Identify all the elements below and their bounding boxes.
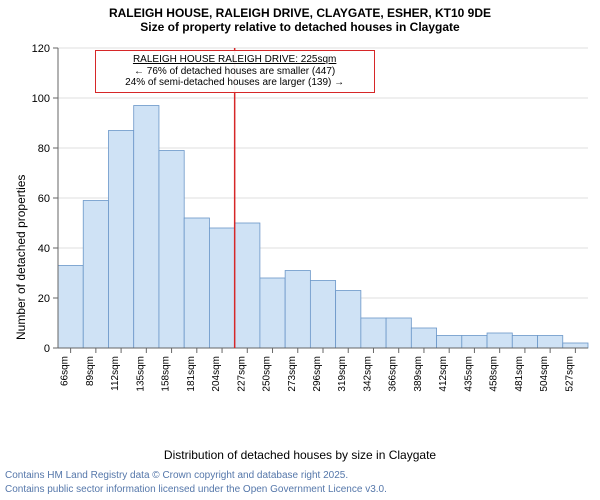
y-tick-label: 0: [44, 343, 50, 355]
x-tick-label: 273sqm: [287, 356, 298, 392]
chart-title-line1: RALEIGH HOUSE, RALEIGH DRIVE, CLAYGATE, …: [0, 6, 600, 20]
x-tick-label: 389sqm: [413, 356, 424, 392]
histogram-bar: [538, 336, 563, 349]
histogram-bar: [184, 218, 209, 348]
y-tick-label: 20: [38, 293, 50, 305]
marker-callout-line: 24% of semi-detached houses are larger (…: [102, 77, 368, 89]
y-tick-label: 40: [38, 243, 50, 255]
histogram-bar: [386, 318, 411, 348]
x-tick-label: 412sqm: [438, 356, 449, 392]
x-tick-label: 366sqm: [388, 356, 399, 392]
x-tick-label: 527sqm: [564, 356, 575, 392]
x-tick-label: 504sqm: [539, 356, 550, 392]
histogram-bar: [462, 336, 487, 349]
x-tick-label: 342sqm: [362, 356, 373, 392]
x-tick-label: 296sqm: [312, 356, 323, 392]
footer-line1: Contains HM Land Registry data © Crown c…: [5, 470, 348, 481]
histogram-bar: [336, 291, 361, 349]
x-tick-label: 135sqm: [135, 356, 146, 392]
x-axis-label: Distribution of detached houses by size …: [0, 448, 600, 462]
y-tick-label: 60: [38, 193, 50, 205]
histogram-bar: [108, 131, 133, 349]
histogram-bar: [260, 278, 285, 348]
histogram-bar: [159, 151, 184, 349]
footer-line2: Contains public sector information licen…: [5, 484, 387, 495]
histogram-bar: [285, 271, 310, 349]
x-tick-label: 319sqm: [337, 356, 348, 392]
histogram-bar: [235, 223, 260, 348]
histogram-plot: 0 20 40 60 80 100 120 66sqm 89sqm 112sqm 135sqm 158…: [0, 40, 600, 410]
y-tick-label: 100: [32, 93, 50, 105]
histogram-bar: [437, 336, 462, 349]
histogram-bar: [487, 333, 512, 348]
histogram-bar: [512, 336, 537, 349]
x-tick-label: 481sqm: [514, 356, 525, 392]
x-tick-label: 89sqm: [85, 356, 96, 386]
marker-callout-line: RALEIGH HOUSE RALEIGH DRIVE: 225sqm: [102, 54, 368, 66]
histogram-bar: [209, 228, 234, 348]
chart-title: RALEIGH HOUSE, RALEIGH DRIVE, CLAYGATE, …: [0, 0, 600, 35]
x-tick-label: 227sqm: [236, 356, 247, 392]
x-tick-label: 435sqm: [463, 356, 474, 392]
x-tick-label: 204sqm: [211, 356, 222, 392]
histogram-bar: [361, 318, 386, 348]
y-tick-label: 120: [32, 43, 50, 55]
y-tick-label: 80: [38, 143, 50, 155]
marker-callout-line: ← 76% of detached houses are smaller (44…: [102, 66, 368, 78]
chart-title-line2: Size of property relative to detached ho…: [0, 20, 600, 34]
histogram-bar: [563, 343, 588, 348]
x-tick-label: 158sqm: [161, 356, 172, 392]
chart-container: RALEIGH HOUSE, RALEIGH DRIVE, CLAYGATE, …: [0, 0, 600, 500]
x-tick-label: 458sqm: [489, 356, 500, 392]
histogram-bar: [83, 201, 108, 349]
x-tick-label: 66sqm: [60, 356, 71, 386]
x-tick-label: 250sqm: [262, 356, 273, 392]
x-tick-label: 181sqm: [186, 356, 197, 392]
x-tick-label: 112sqm: [110, 356, 121, 391]
histogram-bar: [411, 328, 436, 348]
marker-callout: RALEIGH HOUSE RALEIGH DRIVE: 225sqm← 76%…: [95, 50, 375, 93]
histogram-bar: [134, 106, 159, 349]
histogram-bar: [310, 281, 335, 349]
histogram-bar: [58, 266, 83, 349]
